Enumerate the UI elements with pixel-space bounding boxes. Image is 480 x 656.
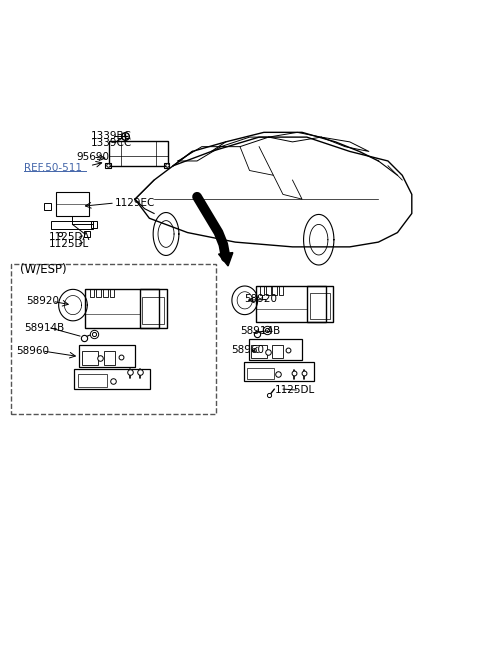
Bar [142, 297, 164, 324]
Text: 58960: 58960 [231, 345, 264, 355]
Text: 95690: 95690 [77, 152, 110, 162]
Bar [249, 339, 302, 360]
Polygon shape [218, 253, 233, 266]
Text: 1339CC: 1339CC [91, 138, 132, 148]
Bar [279, 286, 283, 295]
Bar [11, 264, 216, 414]
Bar [164, 163, 169, 168]
Text: REF.50-511: REF.50-511 [24, 163, 82, 173]
Bar [244, 362, 314, 381]
Text: 58914B: 58914B [240, 326, 280, 336]
Bar [90, 289, 95, 297]
Bar [84, 231, 90, 237]
Text: 1129EC: 1129EC [115, 198, 156, 208]
Bar [247, 367, 275, 379]
Bar [78, 375, 108, 386]
Text: 58914B: 58914B [24, 323, 64, 333]
Bar [110, 289, 115, 297]
Bar [85, 289, 159, 328]
Bar [109, 141, 168, 166]
Bar [74, 369, 150, 389]
Bar [79, 345, 135, 367]
Bar [106, 163, 111, 168]
Bar [56, 192, 89, 216]
Text: 58920: 58920 [27, 297, 60, 306]
Text: 1339BC: 1339BC [91, 131, 132, 141]
Bar [82, 352, 98, 365]
Bar [140, 289, 168, 328]
Text: 1125DL: 1125DL [275, 385, 314, 395]
Bar [103, 289, 108, 297]
Bar [307, 286, 333, 322]
Text: (W/ESP): (W/ESP) [20, 262, 66, 276]
Bar [96, 289, 101, 297]
Text: 1125DL: 1125DL [49, 239, 89, 249]
Bar [104, 352, 116, 365]
Text: 58920: 58920 [244, 295, 277, 304]
Bar [310, 293, 330, 319]
Bar [273, 286, 277, 295]
Bar [256, 286, 326, 322]
Bar [266, 286, 271, 295]
Bar [273, 345, 283, 358]
Bar [44, 203, 51, 210]
Bar [252, 345, 267, 358]
Text: 58960: 58960 [16, 346, 48, 356]
Bar [51, 220, 94, 229]
Bar [260, 286, 264, 295]
Text: 1125DA: 1125DA [49, 232, 91, 242]
Bar [91, 221, 97, 228]
